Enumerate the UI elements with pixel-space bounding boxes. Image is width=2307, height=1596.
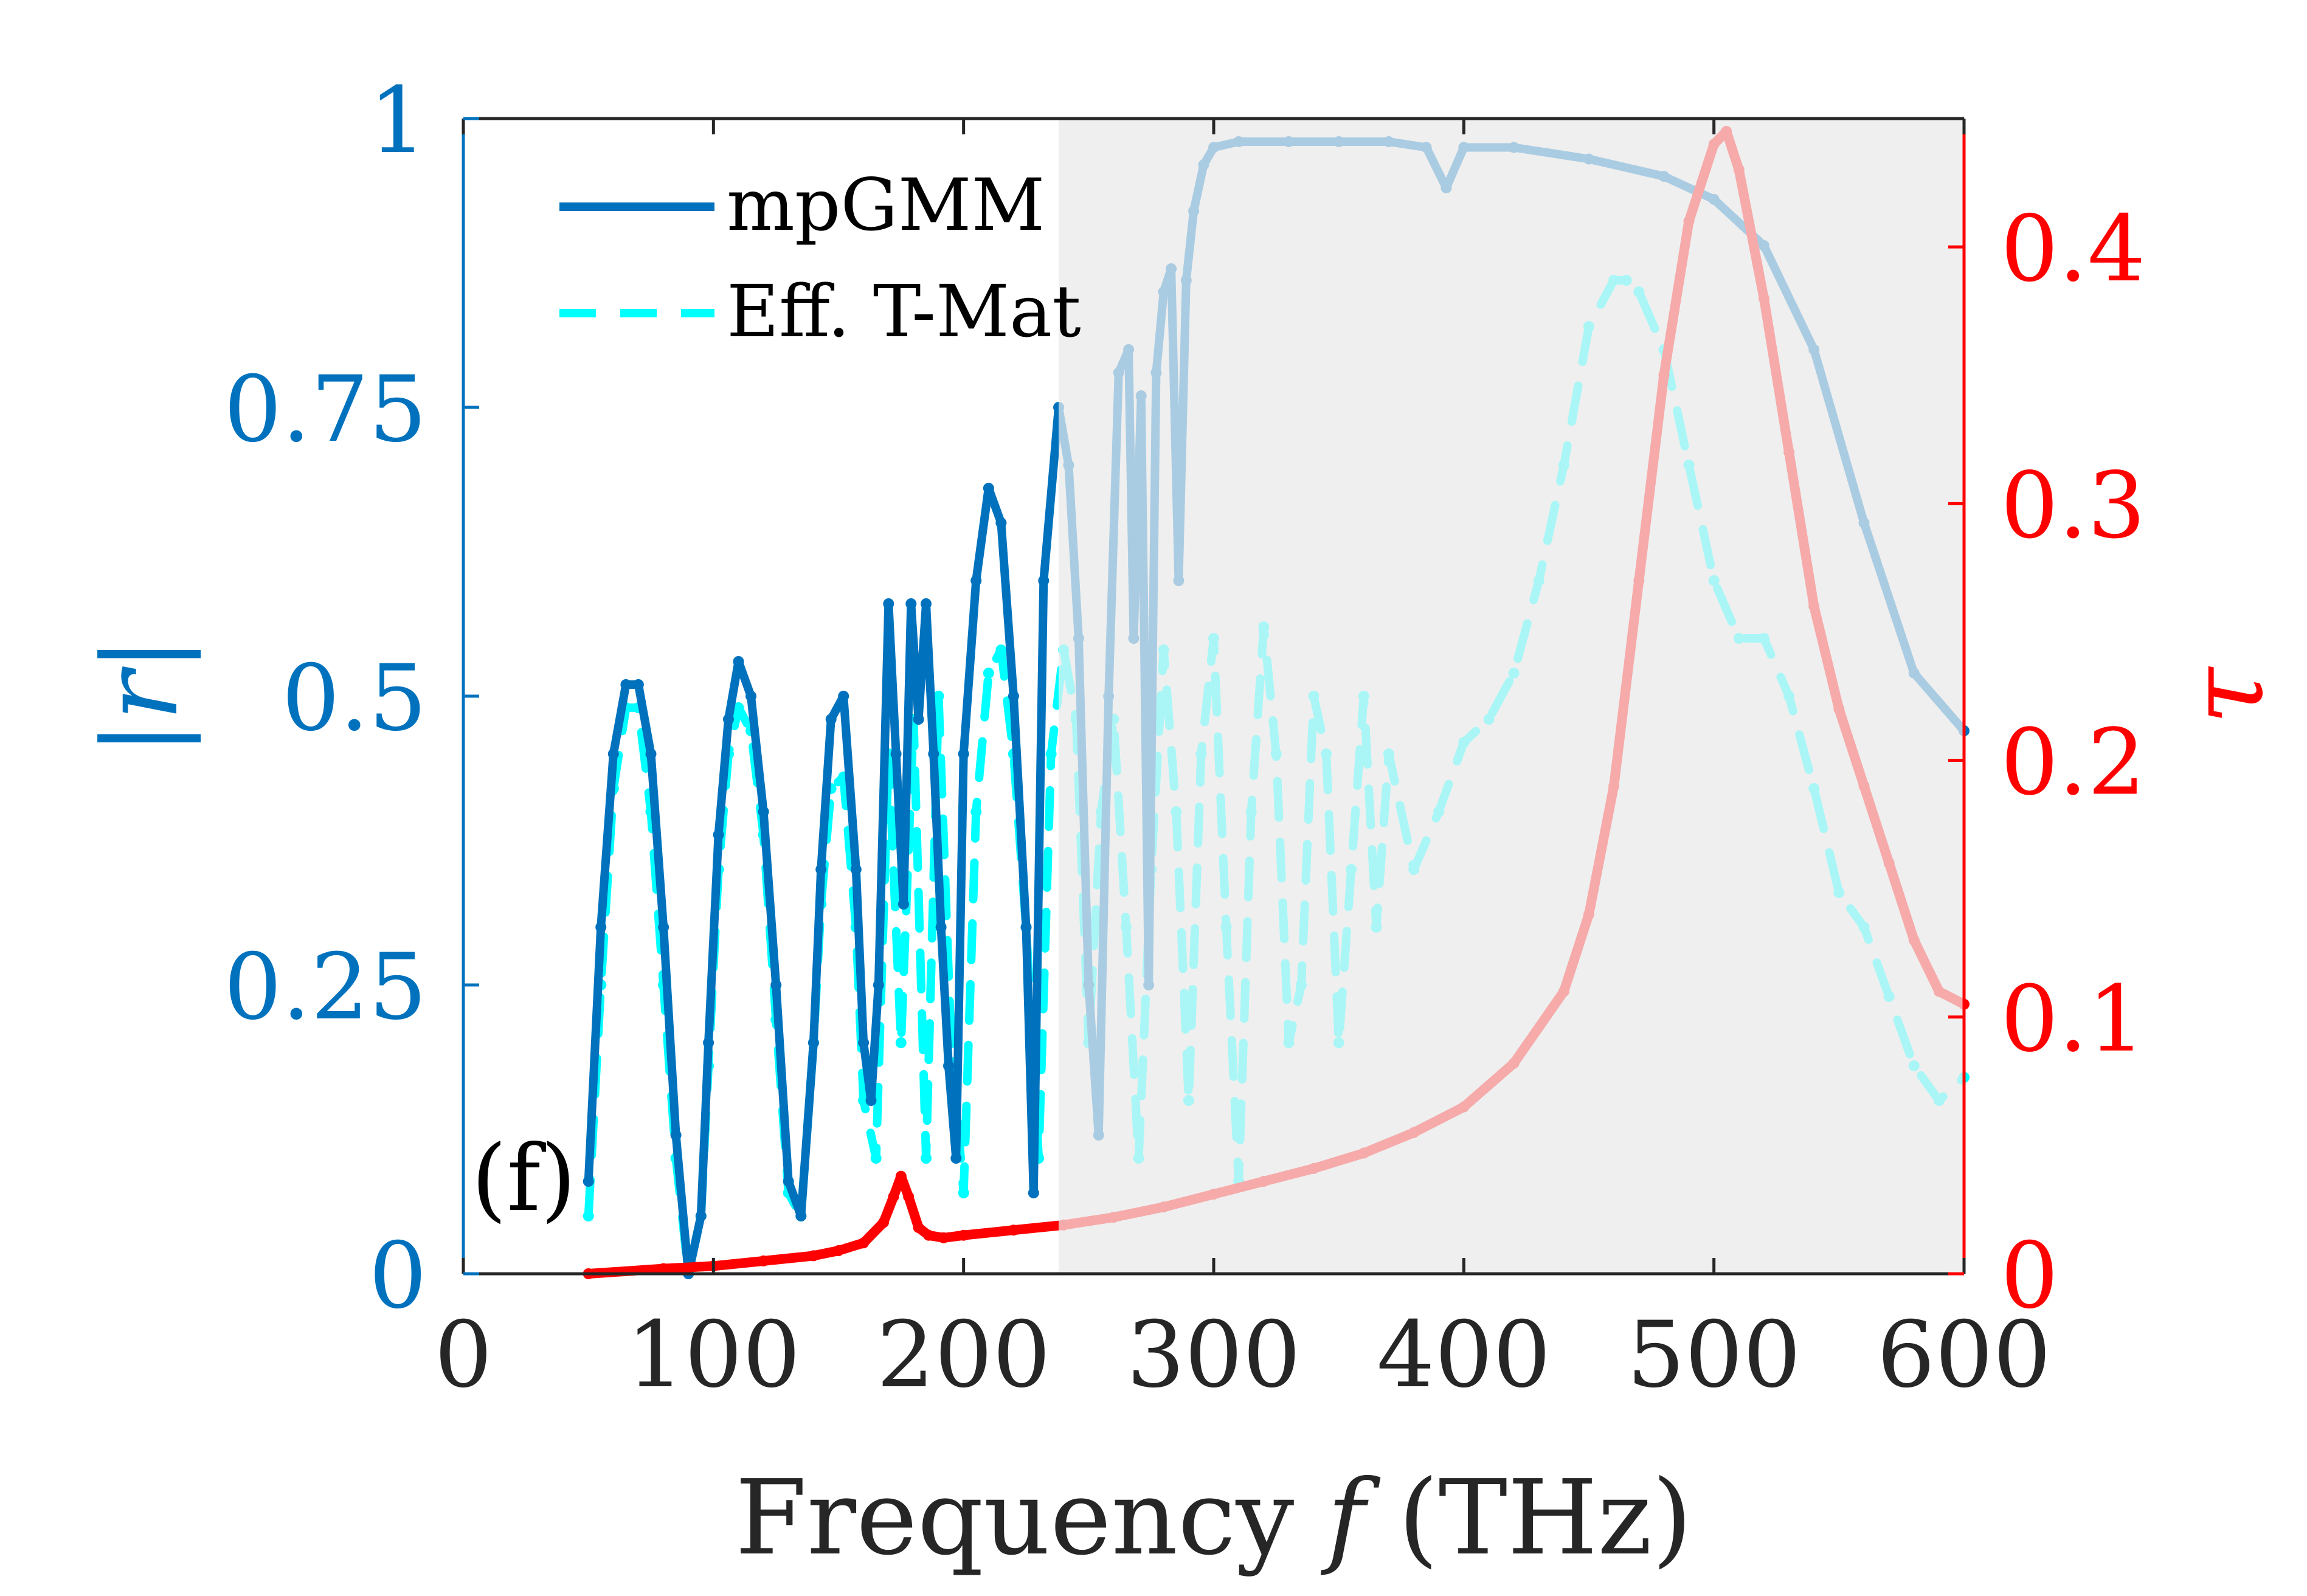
- series-mpgmm-point: [770, 979, 782, 990]
- series-mpgmm-point: [723, 714, 734, 725]
- series-mpgmm-point: [583, 1176, 594, 1187]
- series-eff-tmat-point: [1045, 748, 1057, 759]
- series-tau-point: [758, 1255, 769, 1266]
- series-mpgmm-point: [913, 714, 924, 725]
- x-tick-label: 500: [1627, 1302, 1801, 1408]
- series-mpgmm-point: [958, 748, 969, 759]
- series-mpgmm-point: [858, 1037, 870, 1048]
- series-mpgmm-point: [783, 1176, 794, 1187]
- series-mpgmm-point: [795, 1211, 807, 1221]
- series-mpgmm-point: [670, 1130, 682, 1141]
- y-tick-label-right: 0.4: [2001, 196, 2146, 302]
- series-tau-point: [958, 1229, 969, 1241]
- series-mpgmm-point: [733, 656, 744, 667]
- series-eff-tmat-point: [970, 806, 982, 817]
- series-tau-point: [833, 1245, 844, 1256]
- series-mpgmm-point: [921, 598, 932, 609]
- series-tau-point: [1008, 1225, 1019, 1236]
- legend-label-eff: Eff. T-Mat: [727, 269, 1081, 353]
- series-mpgmm-point: [1038, 575, 1050, 586]
- series-eff-tmat-point: [958, 1187, 969, 1198]
- panel-label: (f): [471, 1126, 576, 1232]
- series-mpgmm-point: [825, 714, 837, 725]
- series-eff-tmat-point: [995, 644, 1007, 655]
- series-tau-point: [658, 1263, 669, 1274]
- y-tick-label-right: 0.2: [2001, 710, 2146, 816]
- series-mpgmm-point: [928, 748, 939, 759]
- series-mpgmm-point: [850, 864, 862, 875]
- series-eff-tmat-point: [895, 1037, 907, 1048]
- series-tau-point: [938, 1232, 949, 1243]
- y-tick-label-right: 0.1: [2001, 967, 2146, 1073]
- series-mpgmm-point: [905, 598, 917, 609]
- series-eff-tmat-point: [921, 1153, 932, 1164]
- series-mpgmm-point: [950, 1153, 962, 1164]
- series-mpgmm-point: [620, 679, 632, 690]
- series-tau-point: [808, 1250, 819, 1262]
- series-mpgmm-point: [890, 748, 902, 759]
- series-mpgmm-point: [1028, 1187, 1039, 1198]
- x-tick-label: 200: [877, 1302, 1051, 1408]
- series-eff-tmat-point: [858, 1095, 870, 1106]
- ticks-layer: 0 100 200 300 400 500 60000.250.50.75100.10.20…: [224, 68, 2146, 1408]
- series-eff-tmat-point: [733, 702, 744, 713]
- series-mpgmm-point: [865, 1095, 877, 1106]
- series-tau-point: [888, 1191, 899, 1203]
- y-tick-label-left: 0.25: [224, 934, 427, 1040]
- series-mpgmm-point: [815, 864, 827, 875]
- y-axis-label-right: τ: [2167, 666, 2287, 725]
- series-eff-tmat-point: [870, 1153, 882, 1164]
- x-tick-label: 400: [1377, 1302, 1551, 1408]
- series-mpgmm-point: [935, 922, 947, 933]
- series-tau-point: [913, 1222, 924, 1233]
- series-mpgmm-point: [745, 691, 756, 702]
- series-mpgmm-point: [758, 806, 769, 817]
- y-tick-label-right: 0: [2001, 1223, 2058, 1329]
- series-mpgmm-point: [703, 1037, 714, 1048]
- series-mpgmm-point: [943, 1060, 954, 1071]
- series-mpgmm-point: [873, 979, 884, 990]
- series-eff-tmat-point: [583, 1211, 594, 1221]
- series-tau-point: [878, 1217, 889, 1228]
- series-mpgmm-point: [983, 483, 994, 494]
- series-mpgmm-point: [695, 1211, 707, 1221]
- x-tick-label: 600: [1877, 1302, 2051, 1408]
- series-mpgmm-point: [898, 899, 909, 910]
- series-eff-tmat-point: [983, 668, 994, 679]
- series-tau-point: [903, 1191, 915, 1203]
- series-mpgmm-point: [658, 922, 669, 933]
- series-mpgmm-point: [883, 598, 894, 609]
- series-mpgmm-point: [645, 748, 657, 759]
- series-tau-point: [923, 1229, 935, 1241]
- y-tick-label-left: 0.75: [224, 357, 427, 463]
- series-mpgmm-point: [632, 679, 644, 690]
- series-mpgmm-point: [1020, 922, 1032, 933]
- series-eff-tmat-point: [933, 691, 944, 702]
- series-tau-point: [858, 1237, 870, 1249]
- y-tick-label-right: 0.3: [2001, 453, 2146, 559]
- y-axis-label-left: |r|: [81, 637, 201, 756]
- series-mpgmm-point: [838, 691, 849, 702]
- y-tick-label-left: 1: [369, 68, 427, 174]
- series-mpgmm-point: [808, 1037, 819, 1048]
- y-tick-label-left: 0: [369, 1223, 427, 1329]
- shaded-region-overlay: [1058, 119, 1964, 1274]
- x-tick-label: 300: [1127, 1302, 1301, 1408]
- legend-label-mpgmm: mpGMM: [727, 163, 1045, 247]
- series-mpgmm-point: [607, 748, 619, 759]
- series-mpgmm-point: [995, 517, 1007, 528]
- y-tick-label-left: 0.5: [282, 646, 427, 751]
- series-mpgmm-point: [1008, 691, 1019, 702]
- series-mpgmm-point: [713, 829, 724, 840]
- x-axis-label: Frequency f (THz): [735, 1458, 1692, 1578]
- x-tick-label: 100: [626, 1302, 800, 1408]
- x-tick-label: 0: [434, 1302, 492, 1408]
- series-tau-point: [895, 1170, 907, 1182]
- legend: mpGMM Eff. T-Mat: [559, 163, 1081, 353]
- series-mpgmm-point: [970, 575, 982, 586]
- series-mpgmm-point: [595, 922, 607, 933]
